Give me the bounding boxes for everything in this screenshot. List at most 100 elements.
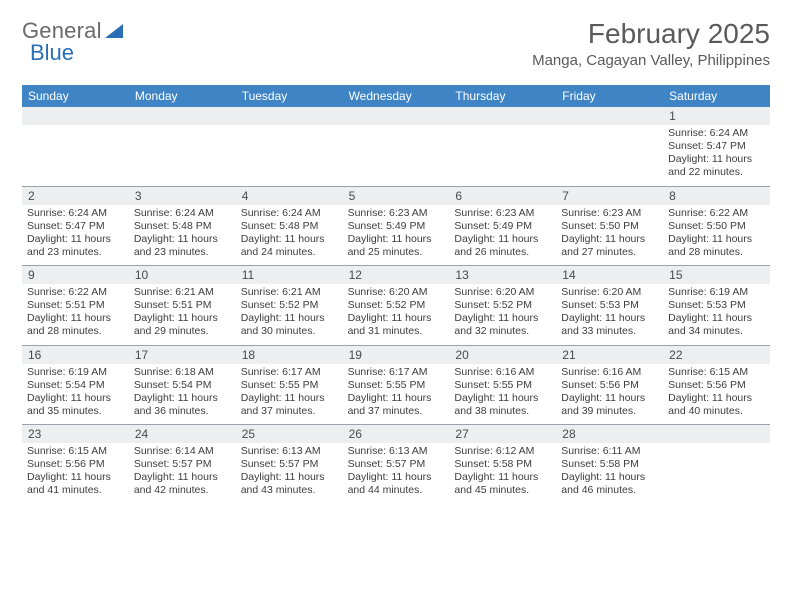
- day-detail-line: Sunset: 5:56 PM: [668, 379, 765, 392]
- day-detail-line: Sunrise: 6:22 AM: [27, 286, 124, 299]
- day-detail-line: Sunrise: 6:23 AM: [561, 207, 658, 220]
- dow-cell: Sunday: [22, 85, 129, 107]
- day-cell: Sunrise: 6:22 AMSunset: 5:51 PMDaylight:…: [22, 284, 129, 345]
- week-row: Sunrise: 6:24 AMSunset: 5:47 PMDaylight:…: [22, 205, 770, 266]
- day-number: [22, 107, 129, 125]
- day-number: [663, 425, 770, 443]
- day-detail-line: Daylight: 11 hours: [134, 233, 231, 246]
- day-detail-line: and 35 minutes.: [27, 405, 124, 418]
- day-detail-line: and 42 minutes.: [134, 484, 231, 497]
- day-cell: Sunrise: 6:19 AMSunset: 5:54 PMDaylight:…: [22, 364, 129, 425]
- header: General February 2025 Manga, Cagayan Val…: [22, 18, 770, 69]
- day-detail-line: Sunset: 5:51 PM: [134, 299, 231, 312]
- dow-cell: Tuesday: [236, 85, 343, 107]
- day-cell: Sunrise: 6:24 AMSunset: 5:48 PMDaylight:…: [236, 205, 343, 266]
- day-detail-line: Daylight: 11 hours: [561, 471, 658, 484]
- week-row: Sunrise: 6:19 AMSunset: 5:54 PMDaylight:…: [22, 364, 770, 425]
- day-cell: [236, 125, 343, 186]
- day-detail-line: Sunset: 5:52 PM: [348, 299, 445, 312]
- day-detail-line: Sunrise: 6:21 AM: [134, 286, 231, 299]
- day-cell: Sunrise: 6:23 AMSunset: 5:49 PMDaylight:…: [343, 205, 450, 266]
- day-number: 18: [236, 346, 343, 364]
- day-detail-line: Sunset: 5:58 PM: [454, 458, 551, 471]
- day-detail-line: Daylight: 11 hours: [27, 392, 124, 405]
- day-detail-line: Daylight: 11 hours: [454, 392, 551, 405]
- day-cell: [449, 125, 556, 186]
- day-number: 15: [663, 266, 770, 284]
- day-detail-line: Daylight: 11 hours: [241, 471, 338, 484]
- week-row: Sunrise: 6:24 AMSunset: 5:47 PMDaylight:…: [22, 125, 770, 186]
- day-detail-line: Sunset: 5:52 PM: [454, 299, 551, 312]
- day-detail-line: Sunrise: 6:23 AM: [454, 207, 551, 220]
- day-detail-line: Sunset: 5:49 PM: [348, 220, 445, 233]
- day-number: 14: [556, 266, 663, 284]
- day-detail-line: and 40 minutes.: [668, 405, 765, 418]
- day-detail-line: and 45 minutes.: [454, 484, 551, 497]
- day-detail-line: and 44 minutes.: [348, 484, 445, 497]
- day-detail-line: Sunrise: 6:23 AM: [348, 207, 445, 220]
- day-detail-line: and 23 minutes.: [27, 246, 124, 259]
- dow-cell: Thursday: [449, 85, 556, 107]
- week-row: Sunrise: 6:22 AM Sunset: 5:51 PM Daylight:…: [22, 284, 770, 345]
- day-detail-line: Sunrise: 6:17 AM: [241, 366, 338, 379]
- day-detail-line: Sunset: 5:47 PM: [27, 220, 124, 233]
- day-cell: Sunrise: 6:24 AMSunset: 5:47 PMDaylight:…: [22, 205, 129, 266]
- day-number: 9: [22, 266, 129, 284]
- day-number: [556, 107, 663, 125]
- day-cell: [129, 125, 236, 186]
- day-number: 1: [663, 107, 770, 125]
- day-detail-line: and 32 minutes.: [454, 325, 551, 338]
- day-cell: Sunrise: 6:20 AMSunset: 5:52 PMDaylight:…: [449, 284, 556, 345]
- day-detail-line: Sunrise: 6:20 AM: [454, 286, 551, 299]
- day-detail-line: and 25 minutes.: [348, 246, 445, 259]
- day-detail-line: Sunrise: 6:12 AM: [454, 445, 551, 458]
- day-detail-line: and 24 minutes.: [241, 246, 338, 259]
- dow-cell: Wednesday: [343, 85, 450, 107]
- daynum-band: 232425262728: [22, 424, 770, 443]
- day-number: 12: [343, 266, 450, 284]
- day-detail-line: Sunrise: 6:15 AM: [27, 445, 124, 458]
- day-cell: Sunrise: 6:15 AMSunset: 5:56 PMDaylight:…: [663, 364, 770, 425]
- day-detail-line: and 22 minutes.: [668, 166, 765, 179]
- day-detail-line: Daylight: 11 hours: [668, 153, 765, 166]
- week-row: Sunrise: 6:15 AMSunset: 5:56 PMDaylight:…: [22, 443, 770, 504]
- day-detail-line: Daylight: 11 hours: [27, 312, 124, 325]
- day-detail-line: Daylight: 11 hours: [348, 392, 445, 405]
- day-detail-line: Sunrise: 6:15 AM: [668, 366, 765, 379]
- day-detail-line: Daylight: 11 hours: [348, 312, 445, 325]
- day-detail-line: and 34 minutes.: [668, 325, 765, 338]
- day-cell: Sunrise: 6:16 AMSunset: 5:56 PMDaylight:…: [556, 364, 663, 425]
- day-detail-line: Daylight: 11 hours: [27, 471, 124, 484]
- daynum-band: 9101112131415: [22, 265, 770, 284]
- day-detail-line: Sunset: 5:53 PM: [668, 299, 765, 312]
- day-cell: Sunrise: 6:19 AMSunset: 5:53 PMDaylight:…: [663, 284, 770, 345]
- day-detail-line: Sunrise: 6:19 AM: [27, 366, 124, 379]
- day-number: 6: [449, 187, 556, 205]
- day-detail-line: Sunrise: 6:24 AM: [134, 207, 231, 220]
- day-number: 8: [663, 187, 770, 205]
- day-number: 27: [449, 425, 556, 443]
- day-detail-line: Daylight: 11 hours: [27, 233, 124, 246]
- day-number: 11: [236, 266, 343, 284]
- day-cell: [663, 443, 770, 504]
- day-cell: Sunrise: 6:23 AMSunset: 5:50 PMDaylight:…: [556, 205, 663, 266]
- day-detail-line: and 26 minutes.: [454, 246, 551, 259]
- day-number: 3: [129, 187, 236, 205]
- day-cell: Sunrise: 6:24 AMSunset: 5:48 PMDaylight:…: [129, 205, 236, 266]
- day-number: 22: [663, 346, 770, 364]
- day-detail-line: Sunset: 5:56 PM: [561, 379, 658, 392]
- logo-text-2: Blue: [30, 40, 74, 66]
- day-detail-line: and 39 minutes.: [561, 405, 658, 418]
- dow-cell: Monday: [129, 85, 236, 107]
- day-detail-line: Daylight: 11 hours: [454, 312, 551, 325]
- day-cell: Sunrise: 6:13 AMSunset: 5:57 PMDaylight:…: [236, 443, 343, 504]
- day-detail-line: Sunset: 5:50 PM: [668, 220, 765, 233]
- day-detail-line: Sunrise: 6:14 AM: [134, 445, 231, 458]
- day-number: 7: [556, 187, 663, 205]
- day-cell: Sunrise: 6:16 AMSunset: 5:55 PMDaylight:…: [449, 364, 556, 425]
- day-cell: Sunrise: 6:20 AMSunset: 5:52 PMDaylight:…: [343, 284, 450, 345]
- day-number: 2: [22, 187, 129, 205]
- day-detail-line: Sunset: 5:57 PM: [241, 458, 338, 471]
- day-detail-line: and 31 minutes.: [348, 325, 445, 338]
- day-detail-line: Daylight: 11 hours: [348, 233, 445, 246]
